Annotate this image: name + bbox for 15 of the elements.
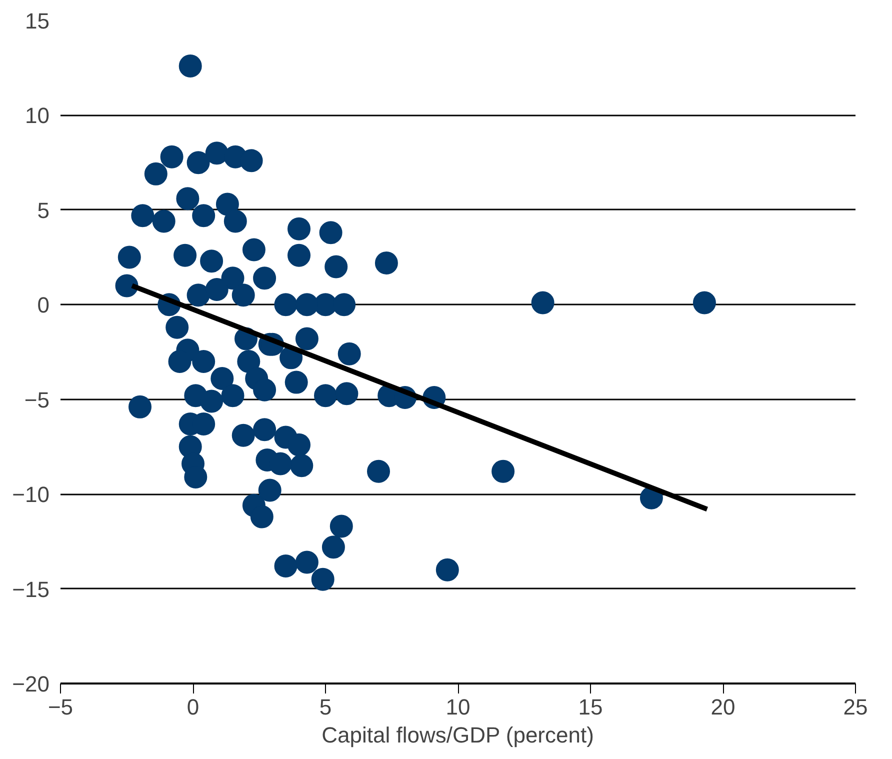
y-tick-label: 5 [37,198,50,223]
y-tick-label: −20 [12,672,50,696]
x-tick-label: 25 [843,694,868,720]
x-tick-label: 15 [578,694,603,720]
y-tick-label: −15 [12,576,50,602]
x-tick-label: 10 [446,694,470,720]
y-tick-label: 0 [37,292,50,318]
x-tick-label: 0 [186,694,200,720]
x-axis-title: Capital flows/GDP (percent) [322,722,594,748]
x-tick-label: 20 [710,694,736,720]
y-tick-label: 10 [25,103,50,128]
y-tick-label: −10 [12,482,50,508]
y-tick-label: −5 [24,387,50,412]
y-tick-label: 15 [25,8,50,34]
x-tick-label: 5 [319,694,332,720]
